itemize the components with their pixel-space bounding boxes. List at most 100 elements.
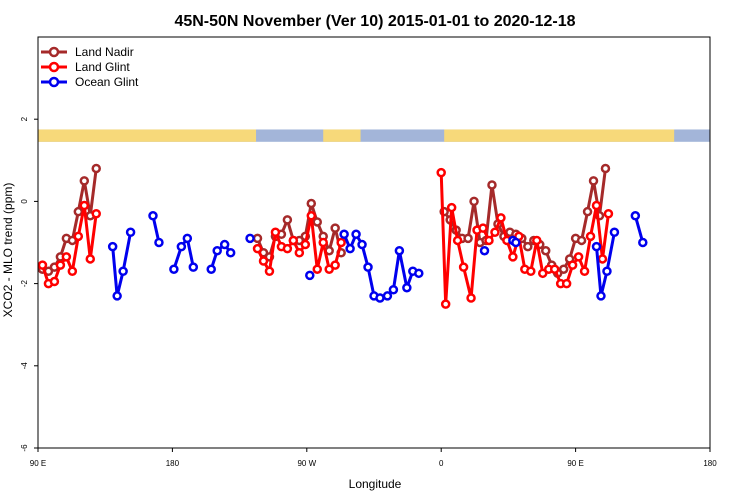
- data-point-ocean-glint: [169, 264, 179, 274]
- data-point-land-nadir: [330, 223, 340, 233]
- data-point-ocean-glint: [225, 248, 236, 258]
- data-point-land-glint: [603, 208, 614, 219]
- y-tick-label: 0: [20, 199, 29, 204]
- data-point-land-glint: [466, 293, 476, 303]
- data-point-land-nadir: [540, 245, 551, 256]
- land-band-segment: [38, 129, 257, 142]
- data-point-land-glint: [306, 211, 317, 221]
- plot-frame: [37, 36, 711, 449]
- data-point-ocean-glint: [154, 237, 164, 248]
- data-point-land-glint: [37, 260, 48, 270]
- data-point-land-glint: [490, 227, 500, 237]
- data-point-land-nadir: [600, 163, 611, 174]
- data-point-land-glint: [336, 237, 346, 248]
- chart-title: 45N-50N November (Ver 10) 2015-01-01 to …: [174, 13, 575, 30]
- data-point-land-nadir: [91, 163, 101, 174]
- legend-label: Land Nadir: [75, 45, 134, 59]
- data-point-ocean-glint: [148, 211, 158, 221]
- data-point-land-nadir: [582, 206, 593, 217]
- data-point-land-glint: [579, 266, 590, 277]
- x-tick-label: 90 W: [297, 459, 316, 468]
- data-point-ocean-glint: [245, 233, 255, 244]
- data-point-ocean-glint: [382, 291, 393, 301]
- y-tick-label: -6: [20, 444, 29, 452]
- legend-label: Land Glint: [75, 60, 130, 74]
- data-point-land-glint: [440, 299, 451, 309]
- data-point-land-nadir: [73, 206, 84, 217]
- data-point-ocean-glint: [206, 264, 216, 274]
- data-point-land-glint: [300, 239, 311, 250]
- data-point-ocean-glint: [511, 237, 521, 248]
- data-point-land-glint: [294, 248, 305, 258]
- data-point-ocean-glint: [402, 282, 412, 293]
- data-point-ocean-glint: [351, 229, 361, 240]
- data-point-land-nadir: [306, 198, 317, 209]
- data-point-ocean-glint: [609, 227, 620, 237]
- data-point-land-glint: [508, 252, 518, 262]
- data-point-ocean-glint: [414, 268, 424, 279]
- land-ocean-band: [38, 129, 710, 142]
- y-axis: -6 -4 -2 0 2: [20, 116, 38, 452]
- data-point-land-glint: [537, 268, 548, 279]
- data-point-ocean-glint: [357, 239, 367, 250]
- legend-swatch-marker: [48, 46, 60, 58]
- land-band-segment: [444, 129, 675, 142]
- data-point-ocean-glint: [630, 211, 641, 221]
- x-tick-label: 90 E: [567, 459, 583, 468]
- data-point-land-glint: [573, 252, 584, 262]
- series-line-ocean-glint: [172, 236, 195, 270]
- data-point-land-nadir: [312, 217, 323, 227]
- data-point-land-nadir: [252, 233, 263, 244]
- x-axis: 90 E 180 90 W 0 90 E 180: [30, 448, 717, 468]
- series-land-glint: [37, 167, 614, 309]
- data-point-land-glint: [484, 235, 494, 246]
- data-point-land-glint: [258, 256, 269, 266]
- land-band-segment: [323, 129, 361, 142]
- data-point-land-glint: [549, 264, 560, 274]
- series-line-ocean-glint: [111, 231, 133, 298]
- data-point-ocean-glint: [212, 245, 222, 256]
- data-point-land-nadir: [67, 235, 78, 246]
- data-point-ocean-glint: [479, 245, 490, 256]
- legend-swatch-marker: [48, 76, 60, 88]
- data-point-ocean-glint: [118, 266, 128, 277]
- data-point-land-glint: [446, 202, 457, 213]
- data-point-land-glint: [312, 264, 323, 274]
- data-point-land-glint: [288, 235, 299, 246]
- data-point-land-glint: [532, 235, 542, 246]
- data-point-land-nadir: [558, 264, 569, 274]
- data-point-ocean-glint: [339, 229, 349, 240]
- data-point-ocean-glint: [388, 285, 399, 295]
- data-point-land-glint: [597, 254, 608, 264]
- data-point-land-glint: [496, 213, 506, 223]
- data-point-ocean-glint: [602, 266, 612, 277]
- data-point-land-glint: [458, 262, 469, 272]
- data-point-land-glint: [567, 260, 578, 270]
- data-point-land-glint: [85, 254, 96, 264]
- data-point-land-glint: [585, 231, 596, 242]
- data-point-land-nadir: [463, 233, 473, 244]
- data-point-land-glint: [55, 260, 66, 270]
- x-axis-label: Longitude: [349, 477, 402, 491]
- data-point-land-nadir: [576, 235, 587, 246]
- x-tick-label: 180: [166, 459, 180, 468]
- data-point-land-glint: [252, 243, 263, 254]
- data-point-ocean-glint: [363, 262, 373, 272]
- x-tick-label: 90 E: [30, 459, 46, 468]
- series-line-ocean-glint: [209, 243, 232, 270]
- series-ocean-glint: [107, 211, 648, 303]
- data-point-land-nadir: [469, 196, 479, 207]
- data-point-land-nadir: [487, 180, 497, 190]
- data-point-ocean-glint: [112, 291, 122, 301]
- data-point-land-glint: [330, 260, 340, 270]
- data-point-land-glint: [264, 266, 275, 277]
- series-line-ocean-glint: [595, 231, 616, 298]
- data-point-land-glint: [91, 208, 101, 219]
- data-point-ocean-glint: [182, 233, 193, 244]
- data-point-ocean-glint: [345, 243, 355, 254]
- data-point-land-nadir: [282, 215, 293, 225]
- data-point-land-glint: [478, 223, 488, 233]
- legend-item-land-nadir: Land Nadir: [41, 45, 134, 59]
- data-point-land-glint: [436, 167, 446, 178]
